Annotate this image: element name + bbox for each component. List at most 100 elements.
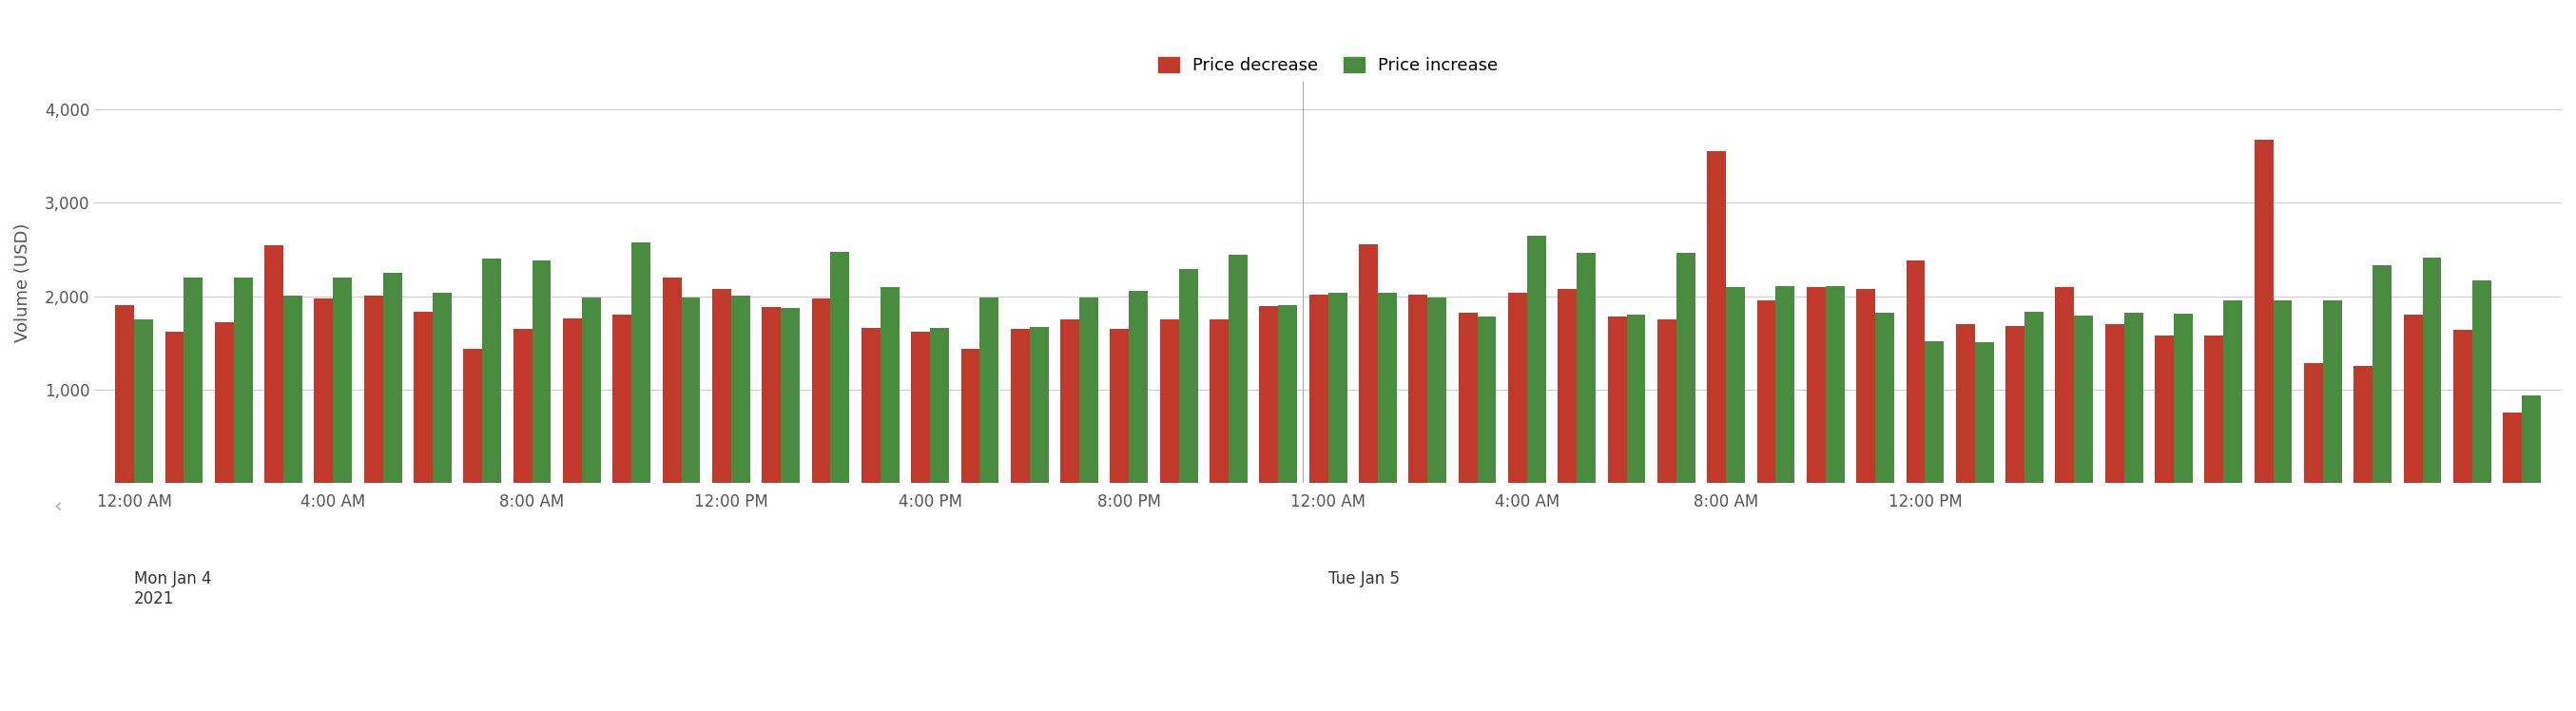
Bar xyxy=(881,287,899,483)
Bar xyxy=(1110,328,1128,483)
Bar xyxy=(214,322,234,483)
Bar xyxy=(165,331,183,483)
Bar xyxy=(1079,297,1097,483)
Bar xyxy=(2205,336,2223,483)
Bar xyxy=(183,277,204,483)
Bar xyxy=(332,277,353,483)
Bar xyxy=(2174,314,2192,483)
Bar xyxy=(1030,327,1048,483)
Bar xyxy=(1577,253,1595,483)
Bar xyxy=(1757,301,1775,483)
Bar xyxy=(1625,315,1646,483)
Bar xyxy=(116,306,134,483)
Bar xyxy=(2421,258,2442,483)
Bar xyxy=(2272,301,2293,483)
Bar xyxy=(1656,319,1677,483)
Bar xyxy=(912,331,930,483)
Bar xyxy=(1924,341,1945,483)
Bar xyxy=(1309,294,1329,483)
Bar xyxy=(961,349,979,483)
Bar xyxy=(1378,292,1396,483)
Bar xyxy=(1857,289,1875,483)
Bar xyxy=(2324,301,2342,483)
Bar xyxy=(811,299,829,483)
Bar xyxy=(1159,319,1180,483)
Bar xyxy=(134,319,152,483)
Bar xyxy=(1409,294,1427,483)
Bar xyxy=(2403,315,2421,483)
Bar xyxy=(533,261,551,483)
Bar xyxy=(482,259,502,483)
Bar xyxy=(1558,289,1577,483)
Bar xyxy=(2522,396,2540,483)
Y-axis label: Volume (USD): Volume (USD) xyxy=(15,223,31,342)
Bar xyxy=(513,328,533,483)
Bar xyxy=(1476,316,1497,483)
Bar xyxy=(564,319,582,483)
Bar xyxy=(2354,366,2372,483)
Bar xyxy=(1507,292,1528,483)
Bar xyxy=(2303,363,2324,483)
Bar xyxy=(2504,412,2522,483)
Bar xyxy=(732,295,750,483)
Bar xyxy=(829,252,850,483)
Bar xyxy=(2125,313,2143,483)
Bar xyxy=(1976,342,1994,483)
Bar xyxy=(613,315,631,483)
Bar xyxy=(265,245,283,483)
Bar xyxy=(2372,265,2391,483)
Bar xyxy=(2154,336,2174,483)
Bar xyxy=(314,299,332,483)
Bar xyxy=(2007,326,2025,483)
Bar xyxy=(1329,292,1347,483)
Bar xyxy=(1955,324,1976,483)
Bar xyxy=(1180,269,1198,483)
Bar xyxy=(433,292,451,483)
Text: Mon Jan 4
2021: Mon Jan 4 2021 xyxy=(134,571,211,608)
Bar xyxy=(1458,313,1476,483)
Bar xyxy=(2105,324,2125,483)
Bar xyxy=(1906,261,1924,483)
Bar xyxy=(1875,313,1893,483)
Bar xyxy=(1806,287,1826,483)
Bar xyxy=(1128,291,1149,483)
Bar xyxy=(1360,244,1378,483)
Bar xyxy=(1775,286,1795,483)
Bar xyxy=(363,295,384,483)
Bar xyxy=(631,242,652,483)
Bar xyxy=(1826,286,1844,483)
Bar xyxy=(582,298,600,483)
Bar xyxy=(1708,151,1726,483)
Bar xyxy=(683,298,701,483)
Bar xyxy=(1726,287,1744,483)
Bar xyxy=(860,328,881,483)
Bar xyxy=(1010,328,1030,483)
Bar xyxy=(762,307,781,483)
Bar xyxy=(711,289,732,483)
Bar xyxy=(2254,139,2272,483)
Bar xyxy=(283,295,301,483)
Bar xyxy=(930,328,948,483)
Bar xyxy=(1061,319,1079,483)
Bar xyxy=(781,309,799,483)
Bar xyxy=(1528,235,1546,483)
Legend: Price decrease, Price increase: Price decrease, Price increase xyxy=(1151,50,1504,81)
Bar xyxy=(415,312,433,483)
Text: ‹: ‹ xyxy=(54,497,62,516)
Bar xyxy=(1607,316,1625,483)
Bar xyxy=(234,277,252,483)
Bar xyxy=(2074,316,2094,483)
Bar xyxy=(384,273,402,483)
Bar xyxy=(2056,287,2074,483)
Bar xyxy=(1229,255,1247,483)
Bar xyxy=(1278,306,1298,483)
Bar xyxy=(662,277,683,483)
Bar xyxy=(1427,297,1448,483)
Bar xyxy=(464,349,482,483)
Bar xyxy=(2473,280,2491,483)
Bar xyxy=(2452,330,2473,483)
Bar xyxy=(1260,306,1278,483)
Bar xyxy=(1211,319,1229,483)
Text: Tue Jan 5: Tue Jan 5 xyxy=(1329,571,1399,588)
Bar xyxy=(2025,312,2043,483)
